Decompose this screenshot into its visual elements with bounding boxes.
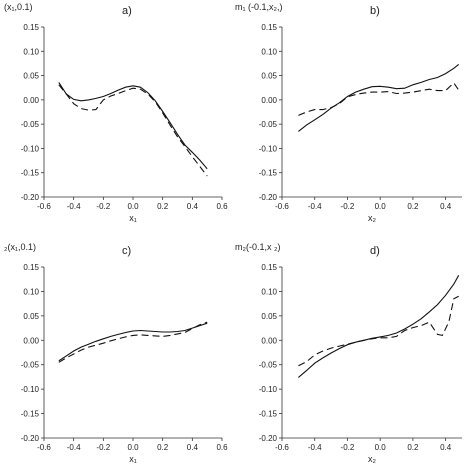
panel-2-x-axis-label: x₂	[368, 213, 377, 223]
panel-2-x-tick-label-1: -0.4	[308, 202, 322, 211]
panel-2-y-tick-label-6: -0.15	[259, 169, 278, 178]
panel-3-series-solid	[58, 322, 208, 362]
panel-3-x-tick-label-4: 0.2	[157, 443, 169, 452]
panel-3-y-tick-label-6: -0.15	[21, 410, 40, 419]
panel-2-x-tick-label-5: 0.4	[440, 202, 452, 211]
panel-1-y-tick-label-6: -0.15	[21, 169, 40, 178]
panel-4-y-tick-label-4: -0.05	[259, 361, 278, 370]
panel-3-x-tick-label-3: 0.0	[127, 443, 139, 452]
panel-3-x-tick-label-6: 0.6	[216, 443, 228, 452]
panel-4-x-tick-label-1: -0.4	[308, 443, 322, 452]
panel-1-x-tick-label-2: -0.2	[96, 202, 110, 211]
panel-4-series-dashed	[298, 295, 459, 367]
panel-2-y-tick-label-4: -0.05	[259, 120, 278, 129]
panel-1-y-tick-label-0: 0.15	[23, 23, 39, 32]
panel-1-y-tick-label-5: -0.10	[21, 144, 40, 153]
panel-2-y-tick-label-7: -0.20	[259, 193, 278, 202]
panel-4-y-tick-label-5: -0.10	[259, 385, 278, 394]
panel-4-y-tick-label-2: 0.05	[261, 312, 277, 321]
panel-4-x-axis-label: x₂	[368, 454, 377, 464]
panel-1-series-solid	[58, 82, 208, 170]
panel-4-y-tick-label-1: 0.10	[261, 287, 277, 296]
panel-2-x-tick-label-4: 0.2	[407, 202, 419, 211]
panel-3-tag: c)	[122, 245, 131, 257]
panel-3-title: ₂(x₁,0.1)	[4, 242, 36, 252]
panel-4-tag: d)	[370, 245, 380, 257]
panel-2-title: m₁ (-0.1,x₂,)	[235, 2, 283, 12]
panel-1-y-tick-label-1: 0.10	[23, 47, 39, 56]
panel-4-x-tick-label-2: -0.2	[341, 443, 355, 452]
panel-4-x-tick-label-3: 0.0	[375, 443, 387, 452]
panel-2-series-solid	[298, 63, 460, 132]
panel-3-y-tick-label-1: 0.10	[23, 287, 39, 296]
panel-3-y-tick-label-0: 0.15	[23, 263, 39, 272]
panel-3-y-tick-label-7: -0.20	[21, 434, 40, 443]
panel-4-x-tick-label-0: -0.6	[275, 443, 289, 452]
panel-1-x-tick-label-5: 0.4	[187, 202, 199, 211]
panel-4-y-tick-label-6: -0.15	[259, 410, 278, 419]
panel-4-y-tick-label-3: 0.00	[261, 336, 277, 345]
panel-3-x-tick-label-0: -0.6	[37, 443, 51, 452]
panel-3-y-tick-label-4: -0.05	[21, 361, 40, 370]
panel-1-y-tick-label-2: 0.05	[23, 72, 39, 81]
panel-2-x-tick-label-0: -0.6	[275, 202, 289, 211]
panel-3-x-axis-label: x₁	[129, 454, 137, 464]
panel-1-x-tick-label-1: -0.4	[67, 202, 81, 211]
panel-1-y-tick-label-7: -0.20	[21, 193, 40, 202]
panel-2-tag: b)	[370, 5, 380, 17]
panel-1-title: (x₁,0.1)	[4, 2, 33, 12]
panel-3-x-tick-label-1: -0.4	[67, 443, 81, 452]
panel-3-x-tick-label-2: -0.2	[96, 443, 110, 452]
panel-1-x-tick-label-0: -0.6	[37, 202, 51, 211]
panel-4-x-tick-label-4: 0.2	[407, 443, 419, 452]
panel-4-title: m₂(-0.1,x ₂)	[235, 242, 281, 252]
panel-4-y-tick-label-0: 0.15	[261, 263, 277, 272]
panel-1-y-tick-label-4: -0.05	[21, 120, 40, 129]
panel-2-y-tick-label-2: 0.05	[261, 72, 277, 81]
panel-3-series-dashed	[58, 321, 208, 363]
panel-2-y-tick-label-0: 0.15	[261, 23, 277, 32]
panel-1-x-tick-label-3: 0.0	[127, 202, 139, 211]
panel-3-y-tick-label-3: 0.00	[23, 336, 39, 345]
panel-2-x-tick-label-2: -0.2	[341, 202, 355, 211]
panel-2-y-tick-label-5: -0.10	[259, 144, 278, 153]
panel-1-series-dashed	[58, 84, 208, 177]
panel-1-x-tick-label-4: 0.2	[157, 202, 169, 211]
panel-2-series-dashed	[298, 82, 460, 116]
panel-2-y-tick-label-1: 0.10	[261, 47, 277, 56]
panel-3-x-tick-label-5: 0.4	[187, 443, 199, 452]
panel-4-x-tick-label-5: 0.4	[440, 443, 452, 452]
panel-2-y-tick-label-3: 0.00	[261, 96, 277, 105]
panel-2-x-tick-label-3: 0.0	[375, 202, 387, 211]
panel-1-x-axis-label: x₁	[129, 213, 137, 223]
panel-3-y-tick-label-5: -0.10	[21, 385, 40, 394]
panel-4-y-tick-label-7: -0.20	[259, 434, 278, 443]
panel-4-series-solid	[298, 275, 460, 378]
panel-1-tag: a)	[122, 5, 132, 17]
panel-3-y-tick-label-2: 0.05	[23, 312, 39, 321]
panel-1-x-tick-label-6: 0.6	[216, 202, 228, 211]
panel-1-y-tick-label-3: 0.00	[23, 96, 39, 105]
